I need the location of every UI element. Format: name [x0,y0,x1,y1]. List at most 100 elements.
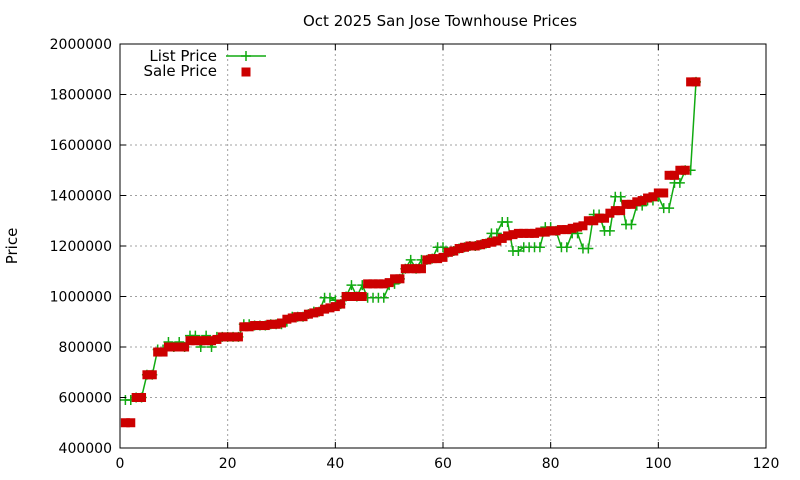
list-price-line [125,81,697,401]
sale-price-point [266,319,276,329]
x-tick-label: 100 [645,456,672,472]
sale-price-point [357,292,367,301]
sale-price-point [556,225,566,235]
y-tick-label: 1400000 [50,189,112,205]
list-price-point [664,203,675,214]
sale-price-point [680,165,690,175]
sale-price-point [320,304,330,314]
sale-price-point [406,264,416,274]
x-tick-label: 40 [326,456,344,472]
sale-price-point [336,299,346,309]
sale-price-point [573,222,583,232]
sale-price-point [675,165,685,175]
sale-price-point [449,246,459,256]
sale-price-point [416,264,426,274]
sale-price-point [228,332,238,342]
sale-price-point [341,292,351,301]
sale-price-point [126,418,136,428]
sale-price-point [648,192,658,202]
list-price-point [378,292,389,303]
sale-price-point [659,188,669,198]
legend-marker-sale-price [241,67,251,77]
sale-price-point [282,314,292,324]
sale-price-point [239,322,249,332]
sale-price-point [384,278,394,288]
list-price-point [615,191,626,202]
sale-price-point [314,307,324,317]
sale-price-point [486,237,496,247]
list-price-point [324,292,335,303]
sale-price-point [632,197,642,207]
y-tick-label: 1000000 [50,290,112,306]
sale-price-point [513,228,523,238]
sale-price-point [142,370,152,380]
sale-price-point [250,321,260,331]
sale-price-point [616,206,626,216]
sale-price-point [293,312,303,322]
sale-price-point [454,244,464,254]
sale-price-point [411,264,421,274]
sale-price-point [260,321,270,331]
sale-price-point [600,213,609,223]
y-tick-label: 1600000 [50,138,112,154]
sale-price-point [664,170,674,180]
sale-price-point [325,303,335,313]
y-tick-label: 1800000 [50,88,112,104]
sale-price-point [147,370,157,380]
y-tick-label: 800000 [59,340,112,356]
sale-price-point [180,342,190,352]
sale-price-point [271,319,281,329]
sale-price-point [438,252,448,262]
sale-price-point [400,264,410,274]
sale-price-point [158,347,168,357]
sale-price-point [551,226,561,236]
sale-price-point [476,240,486,250]
y-axis-label: Price [3,228,21,265]
sale-price-point [686,77,696,87]
sale-price-point [137,393,147,402]
x-tick-label: 60 [434,456,452,472]
x-tick-label: 0 [116,456,125,472]
sale-price-point [346,292,356,301]
legend-label-sale-price: Sale Price [144,62,217,80]
chart-title: Oct 2025 San Jose Townhouse Prices [303,12,577,30]
list-price-point [604,225,615,236]
x-tick-label: 120 [753,456,780,472]
sale-price-point [373,279,383,289]
legend-marker-list-price [241,51,251,61]
sale-price-point [578,221,588,231]
x-tick-label: 80 [542,456,560,472]
list-price-point [502,217,513,228]
sale-price-point [223,332,233,342]
sale-price-point [131,393,141,402]
sale-price-point [190,336,200,346]
sale-price-point [207,336,217,346]
sale-price-point [503,231,513,241]
sale-price-point [524,228,534,238]
sale-price-point [368,279,378,289]
axis-ticks: 0 20 40 60 80 100 120 400000 600000 800000 1000000… [50,37,780,472]
sale-price-point [379,279,389,289]
legend-label-list-price: List Price [149,47,217,65]
y-tick-label: 1200000 [50,239,112,255]
plot-area [120,76,702,428]
sale-price-point [691,77,701,87]
sale-price-point [233,332,243,342]
y-tick-label: 400000 [59,441,112,457]
sale-price-point [163,342,173,352]
sale-price-point [287,313,297,323]
sale-price-point [352,292,362,301]
sale-price-point [277,318,286,328]
sale-price-point [497,233,507,243]
sale-price-point [492,236,502,246]
sale-price-point [169,342,179,352]
sale-price-point [330,302,340,312]
sale-price-point [643,193,653,203]
sale-price-point [481,238,491,248]
sale-price-point [567,223,577,233]
sale-price-point [530,228,540,238]
sale-price-point [653,188,663,198]
sale-price-point [470,241,480,251]
